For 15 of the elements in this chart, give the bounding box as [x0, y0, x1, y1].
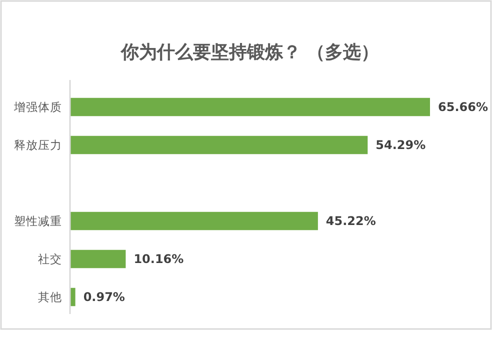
data-label: 65.66%: [438, 100, 488, 114]
y-tick-label: 释放压力: [14, 138, 62, 152]
bar: [70, 250, 126, 268]
y-tick-label: 社交: [38, 252, 62, 266]
bar: [70, 98, 430, 116]
y-tick-label: 塑性减重: [14, 214, 62, 228]
bar: [70, 212, 318, 230]
bar: [70, 136, 368, 154]
data-label: 0.97%: [83, 290, 125, 304]
chart-title: 你为什么要坚持锻炼？ （多选）: [120, 42, 380, 63]
y-tick-label: 其他: [38, 290, 62, 304]
data-label: 45.22%: [326, 214, 376, 228]
data-label: 54.29%: [376, 138, 426, 152]
data-label: 10.16%: [134, 252, 184, 266]
y-tick-label: 增强体质: [13, 100, 62, 114]
